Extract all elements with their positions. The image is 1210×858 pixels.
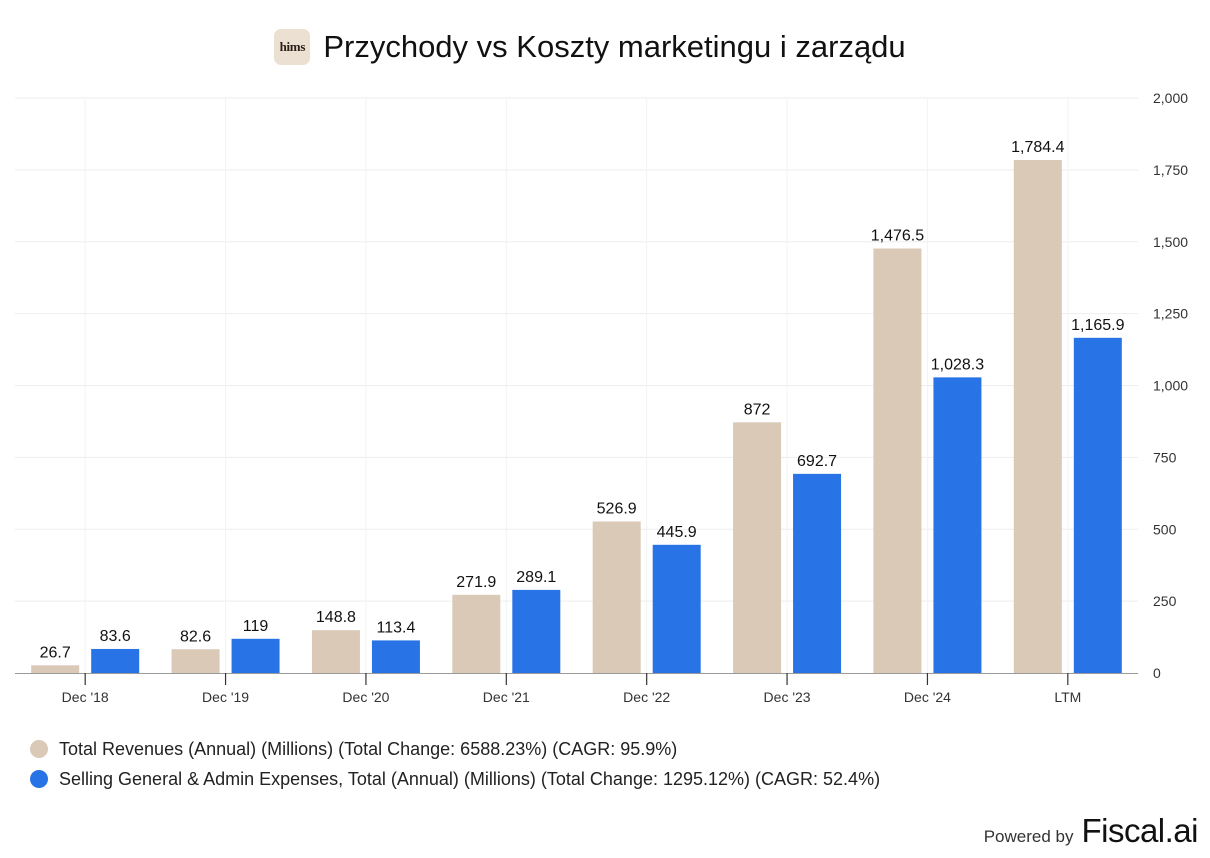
y-tick-label: 750 xyxy=(1153,449,1177,465)
data-label: 113.4 xyxy=(377,619,416,636)
bar-sga xyxy=(793,473,842,673)
bar-sga xyxy=(371,640,420,673)
x-tick-label: Dec '24 xyxy=(904,689,951,705)
legend-swatch-sga xyxy=(30,770,48,788)
y-tick-label: 1,750 xyxy=(1153,162,1188,178)
hims-logo: hims xyxy=(274,29,311,65)
x-tick-label: LTM xyxy=(1054,689,1081,705)
y-tick-label: 250 xyxy=(1153,593,1177,609)
bar-revenues xyxy=(31,665,80,673)
bar-sga xyxy=(933,377,982,673)
data-label: 1,028.3 xyxy=(931,356,984,373)
data-label: 872 xyxy=(744,401,771,418)
bar-revenues xyxy=(733,422,782,673)
bar-sga xyxy=(512,589,561,673)
data-label: 148.8 xyxy=(316,609,356,626)
legend-item-revenues[interactable]: Total Revenues (Annual) (Millions) (Tota… xyxy=(30,734,880,764)
data-label: 1,476.5 xyxy=(871,228,924,245)
chart-title: Przychody vs Koszty marketingu i zarządu xyxy=(323,29,906,64)
bar-sga xyxy=(231,638,280,673)
x-tick-label: Dec '22 xyxy=(623,689,670,705)
x-tick-label: Dec '21 xyxy=(483,689,530,705)
data-label: 119 xyxy=(243,618,269,635)
data-label: 289.1 xyxy=(516,569,556,586)
chart-header: hims Przychody vs Koszty marketingu i za… xyxy=(0,22,1210,72)
data-label: 1,784.4 xyxy=(1011,139,1064,156)
data-label: 1,165.9 xyxy=(1071,317,1124,334)
data-label: 445.9 xyxy=(657,524,697,541)
x-tick-label: Dec '20 xyxy=(342,689,389,705)
bar-revenues xyxy=(311,630,360,673)
data-label: 271.9 xyxy=(456,574,496,591)
bar-sga xyxy=(1073,337,1122,673)
x-tick-label: Dec '19 xyxy=(202,689,249,705)
x-tick-label: Dec '18 xyxy=(62,689,109,705)
data-label: 82.6 xyxy=(180,628,211,645)
data-label: 526.9 xyxy=(597,501,637,518)
legend-swatch-revenues xyxy=(30,740,48,758)
legend-label-sga: Selling General & Admin Expenses, Total … xyxy=(59,768,881,789)
bar-sga xyxy=(652,544,701,673)
bar-chart: 0 250 500 750 1,000 1,250 1,500 1,750 2,000 26.7 8… xyxy=(15,90,1188,705)
legend-item-sga[interactable]: Selling General & Admin Expenses, Total … xyxy=(30,764,880,794)
data-label: 692.7 xyxy=(797,453,837,470)
y-tick-label: 1,000 xyxy=(1153,378,1188,394)
y-tick-label: 0 xyxy=(1153,665,1161,681)
powered-by-text: Powered by xyxy=(983,827,1074,846)
bar-revenues xyxy=(873,248,922,673)
bar-revenues xyxy=(1013,159,1062,674)
fiscal-ai-logo: Fiscal.ai xyxy=(1081,812,1198,849)
chart-legend: Total Revenues (Annual) (Millions) (Tota… xyxy=(30,734,880,794)
bar-revenues xyxy=(592,521,641,673)
bar-revenues xyxy=(171,649,220,673)
y-tick-label: 2,000 xyxy=(1153,90,1188,106)
y-tick-label: 1,250 xyxy=(1153,306,1188,322)
y-tick-label: 1,500 xyxy=(1153,234,1188,250)
legend-label-revenues: Total Revenues (Annual) (Millions) (Tota… xyxy=(59,738,678,759)
data-label: 83.6 xyxy=(100,628,131,645)
footer-branding: Powered by Fiscal.ai xyxy=(983,812,1199,850)
bar-sga xyxy=(91,648,140,673)
x-tick-label: Dec '23 xyxy=(764,689,811,705)
y-tick-label: 500 xyxy=(1153,521,1177,537)
bar-revenues xyxy=(452,594,501,673)
data-label: 26.7 xyxy=(40,644,71,661)
